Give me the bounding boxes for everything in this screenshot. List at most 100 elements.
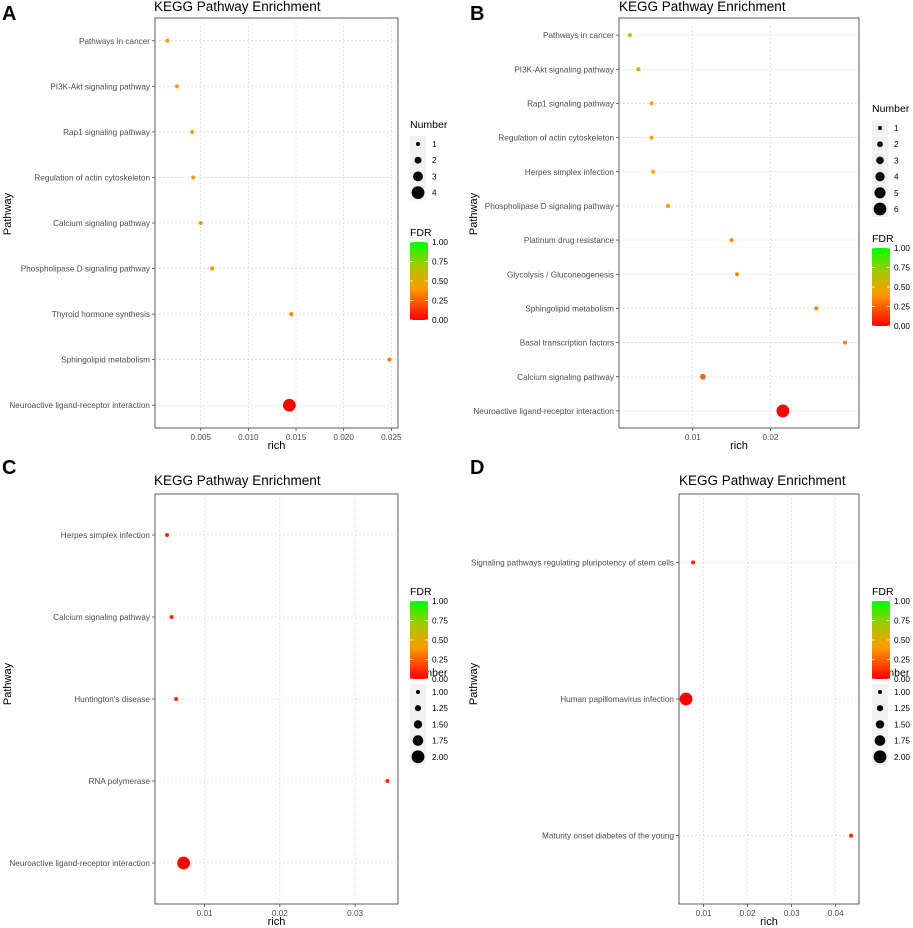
legend-number-symbol (412, 735, 424, 746)
legend-number-label: 1.25 (432, 704, 448, 713)
legend-number-symbol (413, 171, 423, 182)
x-tick-label: 0.020 (333, 433, 354, 442)
x-tick-label: 0.01 (197, 909, 213, 918)
legend-number-symbol (411, 186, 425, 200)
legend-fdr-title: FDR (410, 586, 432, 598)
x-axis-title: rich (760, 916, 778, 928)
legend-number-label: 1.00 (894, 688, 910, 697)
y-tick-label: Rap1 signaling pathway (527, 99, 615, 108)
legend-fdr-label: 0.00 (432, 316, 448, 325)
data-point (735, 272, 740, 277)
panel-a-title: KEGG Pathway Enrichment (154, 0, 321, 14)
data-point (665, 203, 670, 208)
data-point (649, 135, 654, 140)
y-axis-title: Pathway (468, 662, 480, 705)
x-tick-label: 0.015 (286, 433, 307, 442)
data-point (691, 560, 696, 565)
legend-fdr-label: 0.75 (894, 617, 910, 626)
data-point (651, 169, 656, 174)
data-point (385, 779, 390, 783)
data-point (700, 373, 706, 380)
data-point (174, 84, 179, 89)
data-point (174, 697, 179, 701)
legend-fdr-label: 0.25 (894, 656, 910, 665)
panel-c-title: KEGG Pathway Enrichment (154, 473, 321, 488)
plot-area (618, 17, 860, 429)
legend-number-symbol (875, 171, 885, 182)
y-tick-label: Regulation of actin cytoskeleton (34, 173, 150, 182)
legend-fdr-title: FDR (872, 586, 894, 598)
data-point (679, 692, 693, 706)
legend-fdr-label: 0.50 (432, 636, 448, 645)
x-tick-label: 0.03 (784, 909, 800, 918)
data-point (198, 221, 203, 225)
y-tick-label: Neuroactive ligand-receptor interaction (9, 401, 150, 410)
legend-number-symbol (876, 705, 884, 712)
panel-d-title: KEGG Pathway Enrichment (679, 473, 846, 488)
y-tick-label: Pathways in cancer (543, 31, 614, 40)
y-axis-title: Pathway (468, 192, 480, 235)
data-point (282, 398, 296, 412)
x-tick-label: 0.02 (740, 909, 756, 918)
legend-fdr-label: 1.00 (894, 244, 910, 253)
legend-number-symbol (874, 187, 886, 199)
legend-fdr-label: 0.00 (432, 675, 448, 684)
x-axis-title: rich (730, 440, 748, 452)
data-point (843, 340, 848, 345)
legend-number-symbol (414, 156, 422, 164)
y-tick-label: Rap1 signaling pathway (63, 128, 151, 137)
data-point (165, 533, 170, 537)
y-tick-label: Signaling pathways regulating pluripoten… (471, 558, 674, 567)
panel-d: 0.01 0.02 0.03 0.04 Signaling pathways regul… (468, 493, 910, 928)
legend-number-label: 2.00 (894, 753, 910, 762)
x-tick-label: 0.025 (381, 433, 402, 442)
legend-number-symbol (873, 750, 887, 764)
legend-number-symbol (416, 142, 420, 146)
panel-b: 0.01 0.02 Pathways in cancer PI3K-Akt signa… (468, 17, 910, 452)
legend-number-label: 4 (894, 173, 899, 182)
x-tick-label: 0.005 (190, 433, 211, 442)
legend-number-symbol (876, 156, 884, 165)
legend-fdr-label: 0.25 (432, 656, 448, 665)
legend-number-label: 3 (894, 156, 899, 165)
y-tick-label: Regulation of actin cytoskeleton (498, 134, 614, 143)
y-tick-label: Pathways in cancer (79, 37, 150, 46)
legend-number-symbol (414, 705, 422, 712)
data-point (776, 404, 790, 418)
y-tick-label: PI3K-Akt signaling pathway (514, 65, 615, 74)
data-point (165, 38, 170, 43)
legend-fdr-label: 0.50 (894, 283, 910, 292)
panel-a: 0.005 0.010 0.015 0.020 0.025 Pathways in can… (2, 17, 448, 452)
legend-number-label: 1.00 (432, 688, 448, 697)
y-tick-label: Neuroactive ligand-receptor interaction (473, 407, 614, 416)
data-point (191, 175, 196, 180)
legend-number-title: Number (410, 119, 448, 131)
y-tick-label: RNA polymerase (89, 777, 151, 786)
y-tick-label: Maturity onset diabetes of the young (542, 832, 674, 841)
legend-fdr-colorbar (410, 242, 428, 320)
y-tick-label: Calcium signaling pathway (53, 219, 151, 228)
y-tick-label: Herpes simplex infection (525, 168, 615, 177)
x-tick-label: 0.010 (238, 433, 259, 442)
legend-number-symbol (874, 735, 886, 746)
legend-number-label: 3 (432, 172, 437, 181)
legend-fdr-label: 0.25 (432, 297, 448, 306)
y-axis-title: Pathway (2, 662, 14, 705)
legend-fdr-label: 1.00 (432, 597, 448, 606)
legend-fdr-title: FDR (872, 233, 894, 245)
data-point (849, 833, 854, 838)
legend-number-label: 1.75 (432, 737, 448, 746)
data-point (169, 615, 174, 619)
y-tick-label: Huntington's disease (74, 695, 150, 704)
y-tick-label: Calcium signaling pathway (517, 373, 615, 382)
y-tick-label: Neuroactive ligand-receptor interaction (9, 859, 150, 868)
x-axis-title: rich (268, 440, 286, 452)
x-tick-label: 0.03 (347, 909, 363, 918)
data-point (210, 266, 215, 271)
y-tick-label: Phospholipase D signaling pathway (21, 265, 151, 274)
y-axis-title: Pathway (2, 192, 14, 235)
legend-number-symbol (411, 750, 425, 764)
legend-number-label: 4 (432, 189, 437, 198)
legend-number-label: 6 (894, 205, 899, 214)
